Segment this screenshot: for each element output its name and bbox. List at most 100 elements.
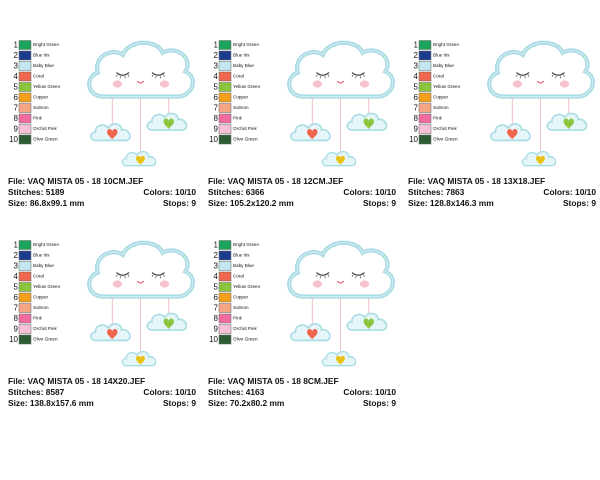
color-swatch <box>18 50 32 61</box>
color-swatch <box>218 282 232 292</box>
color-name: Olive Green <box>233 137 258 142</box>
color-name: Yellow Green <box>33 84 61 89</box>
color-swatch <box>418 40 432 50</box>
design-size: Size: 128.8x146.3 mm <box>408 198 494 208</box>
color-swatch <box>18 271 32 282</box>
color-swatch <box>218 292 232 303</box>
color-number: 9 <box>14 325 19 334</box>
color-number: 7 <box>14 104 19 113</box>
color-name: Yellow Green <box>433 84 461 89</box>
color-name: Baby Blue <box>33 63 54 68</box>
color-name: Copper <box>233 295 249 300</box>
stitch-count: Stitches: 6366 <box>208 187 265 197</box>
file-name: File: VAQ MISTA 05 - 18 12CM.JEF <box>208 176 343 186</box>
stop-count: Stops: 9 <box>163 198 196 208</box>
color-number: 8 <box>214 114 219 123</box>
color-name: Copper <box>233 95 249 100</box>
design-panel: 1 Bright Green 2 Blue Iris 3 Baby Blue 4 Coral 5… <box>8 240 196 408</box>
color-swatch <box>218 124 232 134</box>
stop-count: Stops: 9 <box>363 398 396 408</box>
stitch-count: Stitches: 5189 <box>8 187 65 197</box>
color-swatch <box>18 334 32 345</box>
color-swatch <box>218 261 232 271</box>
color-swatch <box>218 50 232 61</box>
color-swatch <box>218 82 232 92</box>
color-swatch <box>218 250 232 261</box>
color-number: 10 <box>209 335 218 344</box>
design-size: Size: 86.8x99.1 mm <box>8 198 84 208</box>
color-swatch <box>18 113 32 124</box>
color-name: Bright Green <box>33 42 59 47</box>
color-number: 2 <box>214 251 219 260</box>
color-name: Orchid Pink <box>233 326 257 331</box>
color-swatch <box>218 271 232 282</box>
file-name: File: VAQ MISTA 05 - 18 8CM.JEF <box>208 376 339 386</box>
color-swatch <box>18 71 32 82</box>
color-swatch <box>18 82 32 92</box>
color-count: Colors: 10/10 <box>143 187 196 197</box>
color-name: Blue Iris <box>433 53 450 58</box>
color-number: 9 <box>214 325 219 334</box>
design-size: Size: 105.2x120.2 mm <box>208 198 294 208</box>
color-name: Orchid Pink <box>33 326 57 331</box>
color-name: Coral <box>233 74 244 79</box>
color-name: Olive Green <box>33 337 58 342</box>
design-panel: 1 Bright Green 2 Blue Iris 3 Baby Blue 4 Coral 5… <box>208 240 396 408</box>
design-panel: 1 Bright Green 2 Blue Iris 3 Baby Blue 4 Coral 5… <box>8 40 196 208</box>
color-number: 4 <box>214 72 219 81</box>
color-swatch <box>18 324 32 334</box>
color-number: 6 <box>14 293 19 302</box>
color-swatch <box>18 282 32 292</box>
color-number: 6 <box>414 93 419 102</box>
color-name: Salmon <box>433 105 449 110</box>
color-number: 6 <box>214 93 219 102</box>
color-number: 5 <box>414 83 419 92</box>
color-name: Blue Iris <box>33 253 50 258</box>
color-number: 10 <box>9 135 18 144</box>
color-name: Copper <box>433 95 449 100</box>
color-number: 5 <box>214 283 219 292</box>
color-name: Olive Green <box>233 337 258 342</box>
color-name: Olive Green <box>33 137 58 142</box>
design-panel: 1 Bright Green 2 Blue Iris 3 Baby Blue 4 Coral 5… <box>408 40 596 208</box>
color-number: 3 <box>14 62 19 71</box>
color-name: Olive Green <box>433 137 458 142</box>
color-number: 7 <box>214 304 219 313</box>
color-number: 1 <box>214 241 219 250</box>
stitch-count: Stitches: 8587 <box>8 387 65 397</box>
color-number: 1 <box>14 41 19 50</box>
color-swatch <box>18 292 32 303</box>
color-name: Orchid Pink <box>33 126 57 131</box>
color-number: 8 <box>214 314 219 323</box>
color-name: Baby Blue <box>33 263 54 268</box>
color-name: Baby Blue <box>233 63 254 68</box>
color-name: Yellow Green <box>233 84 261 89</box>
stitch-count: Stitches: 4163 <box>208 387 265 397</box>
design-image <box>489 43 593 166</box>
color-name: Baby Blue <box>433 63 454 68</box>
color-swatch <box>18 61 32 71</box>
color-number: 4 <box>14 72 19 81</box>
color-count: Colors: 10/10 <box>143 387 196 397</box>
color-number: 3 <box>414 62 419 71</box>
color-count: Colors: 10/10 <box>343 187 396 197</box>
color-number: 9 <box>14 125 19 134</box>
color-number: 8 <box>14 114 19 123</box>
color-number: 5 <box>14 83 19 92</box>
color-swatch <box>218 92 232 103</box>
color-name: Bright Green <box>233 242 259 247</box>
color-number: 3 <box>214 62 219 71</box>
color-swatch <box>18 134 32 145</box>
color-name: Blue Iris <box>33 53 50 58</box>
color-number: 7 <box>414 104 419 113</box>
design-panel: 1 Bright Green 2 Blue Iris 3 Baby Blue 4 Coral 5… <box>208 40 396 208</box>
stop-count: Stops: 9 <box>363 198 396 208</box>
color-swatch <box>18 240 32 250</box>
color-number: 5 <box>14 283 19 292</box>
color-swatch <box>18 40 32 50</box>
color-swatch <box>418 82 432 92</box>
color-number: 1 <box>414 41 419 50</box>
design-size: Size: 138.8x157.6 mm <box>8 398 94 408</box>
design-image <box>89 43 193 166</box>
color-name: Orchid Pink <box>233 126 257 131</box>
